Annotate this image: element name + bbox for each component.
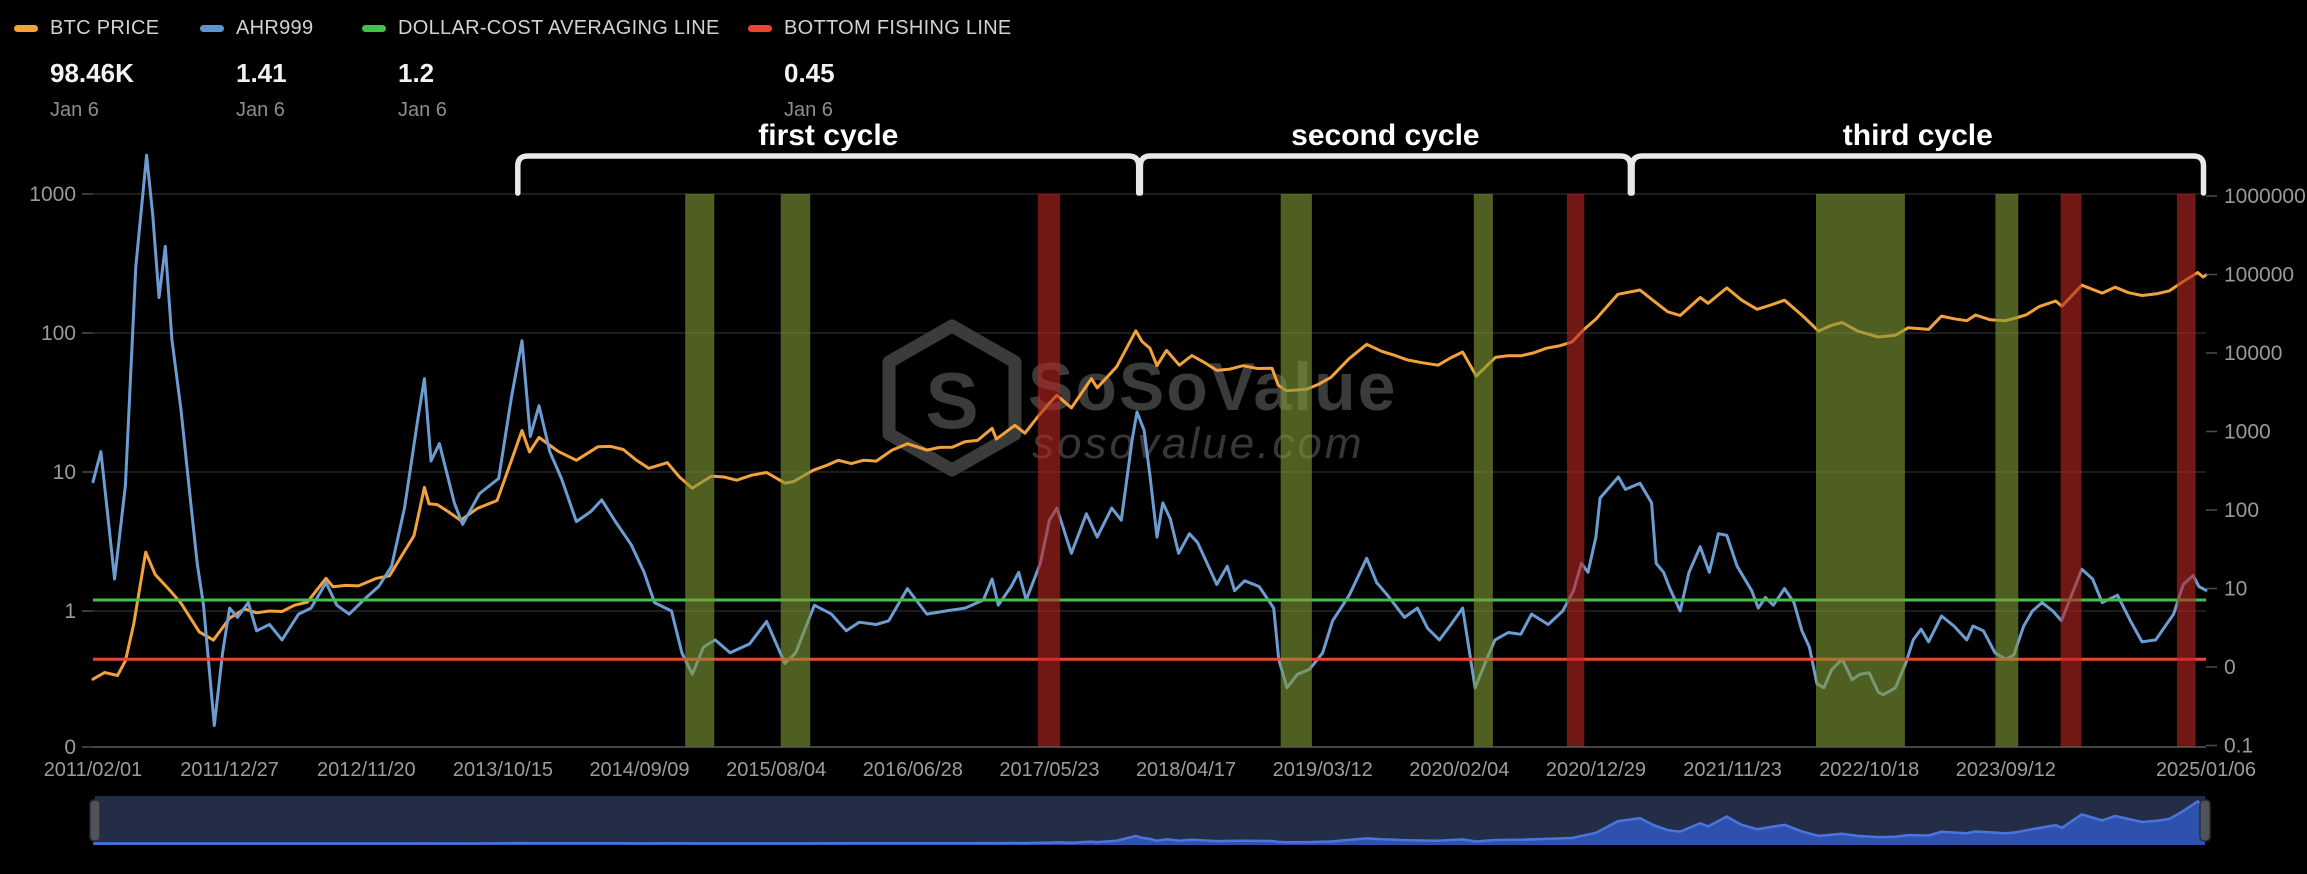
legend-label: BOTTOM FISHING LINE bbox=[784, 16, 1012, 39]
left-axis-label: 10 bbox=[53, 461, 76, 484]
right-axis-label: 1000000 bbox=[2224, 185, 2306, 208]
right-axis-label: 10000 bbox=[2224, 342, 2282, 365]
top-zone-band bbox=[1037, 194, 1061, 747]
legend-date: Jan 6 bbox=[784, 99, 833, 121]
x-axis-label: 2016/06/28 bbox=[863, 759, 963, 781]
legend-item-ahr999[interactable]: AHR999 1.41 Jan 6 bbox=[200, 14, 313, 122]
cycle-bracket bbox=[1629, 153, 2207, 196]
x-axis-label: 2017/05/23 bbox=[999, 759, 1099, 781]
top-zone-band bbox=[1566, 194, 1585, 747]
x-axis-label: 2013/10/15 bbox=[453, 759, 553, 781]
btc-price-marker-icon bbox=[14, 24, 38, 32]
x-axis-label: 2020/12/29 bbox=[1546, 759, 1646, 781]
navigator-line bbox=[93, 799, 2207, 845]
bottom-fishing-marker-icon bbox=[748, 24, 772, 32]
watermark-brand: SoSoValue bbox=[1028, 349, 1397, 425]
x-axis-label: 2011/12/27 bbox=[180, 759, 279, 781]
top-zone-band bbox=[2060, 194, 2082, 747]
cycle-label: third cycle bbox=[1843, 119, 1993, 152]
buy-zone-band bbox=[1280, 194, 1312, 747]
left-axis-label: 1 bbox=[64, 600, 76, 623]
right-axis-label: 1000 bbox=[2224, 421, 2271, 444]
ahr999-marker-icon bbox=[200, 24, 224, 32]
legend-date: Jan 6 bbox=[236, 99, 285, 121]
legend-label: AHR999 bbox=[236, 16, 314, 39]
x-axis-label: 2014/09/09 bbox=[589, 759, 689, 781]
legend-item-bottom-fishing-line[interactable]: BOTTOM FISHING LINE 0.45 Jan 6 bbox=[748, 14, 1012, 122]
navigator-handle-right[interactable] bbox=[2199, 799, 2211, 842]
legend: BTC PRICE 98.46K Jan 6 AHR999 1.41 Jan 6… bbox=[0, 0, 2307, 130]
left-axis-label: 0 bbox=[64, 736, 76, 759]
right-axis-label: 0.1 bbox=[2224, 735, 2253, 758]
cycle-bracket bbox=[515, 153, 1142, 196]
buy-zone-band bbox=[1995, 194, 2019, 747]
x-axis-label: 2020/02/04 bbox=[1409, 759, 1509, 781]
cycle-label: second cycle bbox=[1291, 119, 1479, 152]
top-zone-band bbox=[2176, 194, 2196, 747]
legend-value: 0.45 bbox=[784, 58, 835, 88]
legend-item-btc-price[interactable]: BTC PRICE 98.46K Jan 6 bbox=[14, 14, 159, 122]
cycle-label: first cycle bbox=[758, 119, 898, 152]
buy-zone-band bbox=[1816, 194, 1905, 747]
x-axis-label: 2025/01/06 bbox=[2156, 759, 2256, 781]
left-axis-label: 100 bbox=[41, 322, 76, 345]
x-axis-label: 2011/02/01 bbox=[44, 759, 143, 781]
legend-item-dca-line[interactable]: DOLLAR-COST AVERAGING LINE 1.2 Jan 6 bbox=[362, 14, 720, 122]
navigator-area bbox=[93, 801, 2206, 845]
svg-text:S: S bbox=[925, 356, 978, 445]
right-axis-label: 100 bbox=[2224, 499, 2259, 522]
x-axis-label: 2012/11/20 bbox=[317, 759, 416, 781]
buy-zone-band bbox=[685, 194, 715, 747]
legend-date: Jan 6 bbox=[398, 99, 447, 121]
right-axis-label: 0 bbox=[2224, 656, 2236, 679]
cycle-bracket bbox=[1137, 153, 1634, 196]
right-axis-label: 10 bbox=[2224, 578, 2247, 601]
x-axis-label: 2018/04/17 bbox=[1136, 759, 1236, 781]
legend-label: BTC PRICE bbox=[50, 16, 160, 39]
x-axis-label: 2022/10/18 bbox=[1819, 759, 1919, 781]
navigator-handle-left[interactable] bbox=[89, 799, 101, 842]
legend-label: DOLLAR-COST AVERAGING LINE bbox=[398, 16, 720, 39]
x-axis-label: 2023/09/12 bbox=[1956, 759, 2056, 781]
legend-value: 98.46K bbox=[50, 58, 134, 88]
watermark-domain: sosovalue.com bbox=[1032, 419, 1364, 468]
x-axis-label: 2019/03/12 bbox=[1273, 759, 1373, 781]
x-axis-label: 2015/08/04 bbox=[726, 759, 826, 781]
legend-date: Jan 6 bbox=[50, 99, 99, 121]
right-axis-label: 100000 bbox=[2224, 264, 2294, 287]
x-axis-label: 2021/11/23 bbox=[1683, 759, 1782, 781]
dca-line-marker-icon bbox=[362, 24, 386, 32]
legend-value: 1.2 bbox=[398, 58, 435, 88]
buy-zone-band bbox=[1473, 194, 1493, 747]
buy-zone-band bbox=[780, 194, 811, 747]
left-axis-label: 1000 bbox=[29, 183, 76, 206]
legend-value: 1.41 bbox=[236, 58, 287, 88]
